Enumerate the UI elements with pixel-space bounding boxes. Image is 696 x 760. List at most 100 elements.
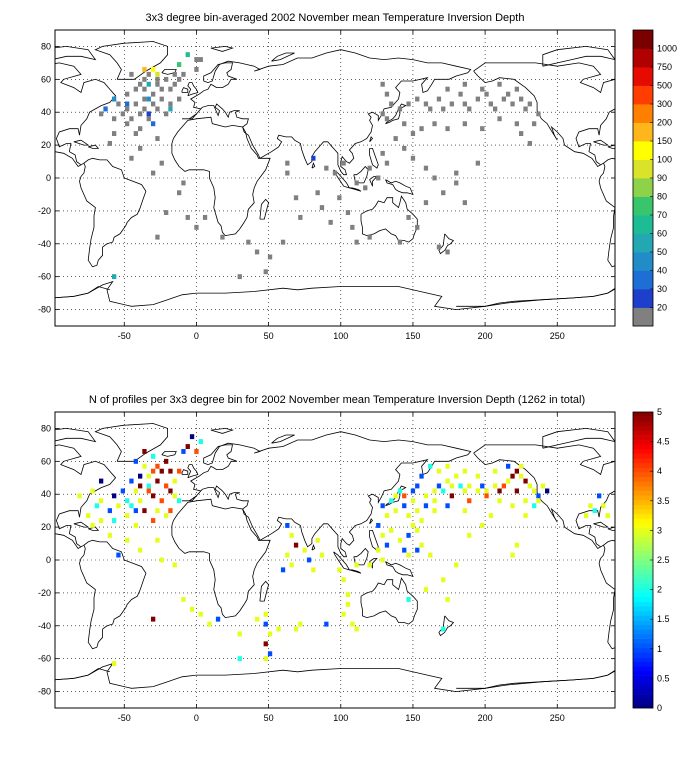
heatmap-cell <box>419 126 424 132</box>
coastline <box>369 530 379 551</box>
heatmap-cell <box>146 81 151 87</box>
heatmap-cell <box>267 651 273 657</box>
colorbar-segment <box>633 449 653 454</box>
coastline <box>456 288 615 307</box>
chart-title-mean-depth: 3x3 degree bin-averaged 2002 November me… <box>146 12 525 24</box>
heatmap-cell <box>207 621 212 627</box>
heatmap-cell <box>393 493 398 499</box>
heatmap-cell <box>289 562 294 568</box>
x-tick-label: -50 <box>118 331 131 341</box>
heatmap-cell <box>129 503 134 509</box>
colorbar-segment <box>633 643 653 649</box>
heatmap-cell <box>142 96 147 102</box>
heatmap-cell <box>319 552 325 558</box>
y-tick-label: -80 <box>38 687 51 697</box>
colorbar-tick-label: 90 <box>657 173 667 183</box>
colorbar-segment <box>633 462 653 468</box>
heatmap-cell <box>155 463 160 469</box>
heatmap-cell <box>467 106 472 112</box>
heatmap-cell <box>125 121 130 127</box>
heatmap-cell <box>237 656 242 662</box>
heatmap-cell <box>436 96 442 102</box>
heatmap-cell <box>142 508 147 514</box>
heatmap-cell <box>393 136 398 141</box>
colorbar-segment <box>633 425 653 431</box>
heatmap-cell <box>428 106 433 112</box>
chart-title-profile-count: N of profiles per 3x3 degree bin for 200… <box>89 394 585 406</box>
colorbar-segment <box>633 661 653 667</box>
heatmap-cell <box>389 527 394 533</box>
colorbar-segment <box>633 629 653 635</box>
heatmap-cell <box>146 483 151 489</box>
heatmap-cell <box>116 101 121 107</box>
heatmap-cell <box>138 145 143 151</box>
heatmap-cell <box>254 616 260 622</box>
heatmap-cell <box>315 537 320 543</box>
heatmap-cell <box>172 562 177 568</box>
heatmap-cell <box>497 498 502 504</box>
heatmap-cell <box>142 449 147 454</box>
heatmap-cell <box>514 86 519 92</box>
colorbar-segment <box>633 252 653 271</box>
heatmap-cell <box>545 488 550 494</box>
colorbar-segment <box>633 439 653 445</box>
heatmap-cell <box>488 513 493 518</box>
colorbar-segment <box>633 178 653 197</box>
heatmap-cell <box>341 611 346 617</box>
coastline <box>187 464 199 479</box>
heatmap-cell <box>454 473 459 479</box>
colorbar-segment <box>633 583 653 589</box>
coastline <box>369 147 379 169</box>
colorbar-segment <box>633 513 653 519</box>
colorbar-segment <box>633 453 653 459</box>
heatmap-cell <box>510 552 515 558</box>
heatmap-cell <box>497 81 502 87</box>
colorbar-segment <box>633 555 653 561</box>
heatmap-cell <box>125 513 130 518</box>
heatmap-cell <box>138 111 143 117</box>
colorbar-segment <box>633 684 653 690</box>
heatmap-cell <box>493 483 498 489</box>
coastline <box>692 117 696 235</box>
heatmap-cell <box>514 121 519 127</box>
coastline <box>79 157 147 268</box>
heatmap-cell <box>449 493 454 499</box>
heatmap-cell <box>198 611 203 617</box>
colorbar-segment <box>633 671 653 676</box>
x-ticks-profile-count: -50 0 50 100 150 200 250 <box>118 412 565 723</box>
heatmap-cell <box>384 160 390 166</box>
heatmap-cell <box>298 215 303 220</box>
heatmap-cell <box>527 483 532 489</box>
heatmap-cell <box>445 463 450 469</box>
heatmap-cell <box>367 165 372 171</box>
colorbar-segment <box>633 601 653 607</box>
heatmap-cell <box>315 190 320 196</box>
colorbar-segment <box>633 703 653 709</box>
colorbar-tick-label: 0.5 <box>657 673 670 683</box>
y-tick-label: 80 <box>41 423 51 433</box>
y-tick-label: 20 <box>41 140 51 150</box>
heatmap-cell <box>506 478 511 484</box>
y-tick-label: 40 <box>41 107 51 117</box>
coastline <box>187 82 199 97</box>
heatmap-cell <box>168 101 173 107</box>
heatmap-cell <box>363 185 368 191</box>
heatmap-cell <box>237 274 242 280</box>
heatmap-cell <box>133 508 138 514</box>
heatmap-cell <box>445 597 450 602</box>
heatmap-cell <box>103 106 108 112</box>
heatmap-cell <box>263 641 268 647</box>
heatmap-cell <box>350 621 355 627</box>
heatmap-cell <box>423 200 429 206</box>
heatmap-cell <box>458 91 463 97</box>
heatmap-cell <box>155 234 160 240</box>
heatmap-cell <box>151 67 156 72</box>
heatmap-cell <box>332 170 338 176</box>
heatmap-cell <box>536 498 541 504</box>
colorbar-segment <box>633 416 653 422</box>
colorbar-tick-label: 30 <box>657 284 667 294</box>
heatmap-cell <box>410 155 416 161</box>
heatmap-cell <box>328 219 333 225</box>
x-tick-label: -50 <box>118 713 131 723</box>
